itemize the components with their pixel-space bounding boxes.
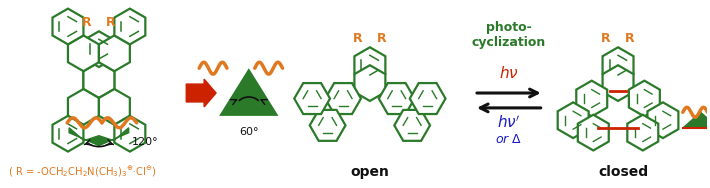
Polygon shape — [379, 83, 415, 114]
Text: cyclization: cyclization — [471, 36, 546, 49]
Polygon shape — [603, 47, 633, 83]
Polygon shape — [557, 102, 589, 138]
Polygon shape — [310, 110, 346, 141]
Text: ( R = -OCH$_2$CH$_2$N(CH$_3$)$_3$$^{⊕}$·Cl$^{⊖}$): ( R = -OCH$_2$CH$_2$N(CH$_3$)$_3$$^{⊕}$·… — [8, 165, 157, 179]
Polygon shape — [578, 115, 608, 150]
Polygon shape — [410, 83, 445, 114]
Polygon shape — [114, 116, 146, 152]
Text: R: R — [601, 32, 611, 45]
Polygon shape — [53, 116, 84, 152]
Polygon shape — [68, 35, 99, 71]
Polygon shape — [628, 115, 658, 150]
Polygon shape — [325, 83, 361, 114]
FancyArrow shape — [186, 79, 216, 107]
Text: open: open — [351, 165, 389, 179]
Polygon shape — [84, 62, 114, 98]
Polygon shape — [648, 102, 678, 138]
Polygon shape — [394, 110, 430, 141]
Polygon shape — [221, 70, 277, 115]
Polygon shape — [354, 47, 386, 83]
Polygon shape — [69, 128, 129, 146]
Polygon shape — [99, 89, 130, 125]
Text: 60°: 60° — [239, 127, 258, 137]
Text: R: R — [377, 32, 387, 45]
Text: R: R — [82, 16, 92, 29]
Polygon shape — [354, 65, 386, 101]
Polygon shape — [84, 62, 114, 98]
Polygon shape — [683, 112, 710, 128]
Text: 120°: 120° — [131, 137, 158, 147]
Text: R: R — [625, 32, 635, 45]
Polygon shape — [114, 9, 146, 44]
Text: $h\nu$: $h\nu$ — [499, 65, 519, 81]
Polygon shape — [294, 83, 330, 114]
Text: photo-: photo- — [486, 20, 532, 33]
Text: closed: closed — [598, 165, 648, 179]
Polygon shape — [603, 65, 633, 101]
Polygon shape — [84, 31, 114, 67]
Text: $h\nu'$: $h\nu'$ — [497, 115, 520, 131]
Text: R: R — [106, 16, 116, 29]
Polygon shape — [53, 9, 84, 44]
Polygon shape — [629, 81, 660, 116]
Polygon shape — [68, 89, 99, 125]
Text: R: R — [353, 32, 363, 45]
Polygon shape — [577, 81, 607, 116]
Polygon shape — [99, 35, 130, 71]
Text: or $\Delta$: or $\Delta$ — [496, 133, 523, 146]
